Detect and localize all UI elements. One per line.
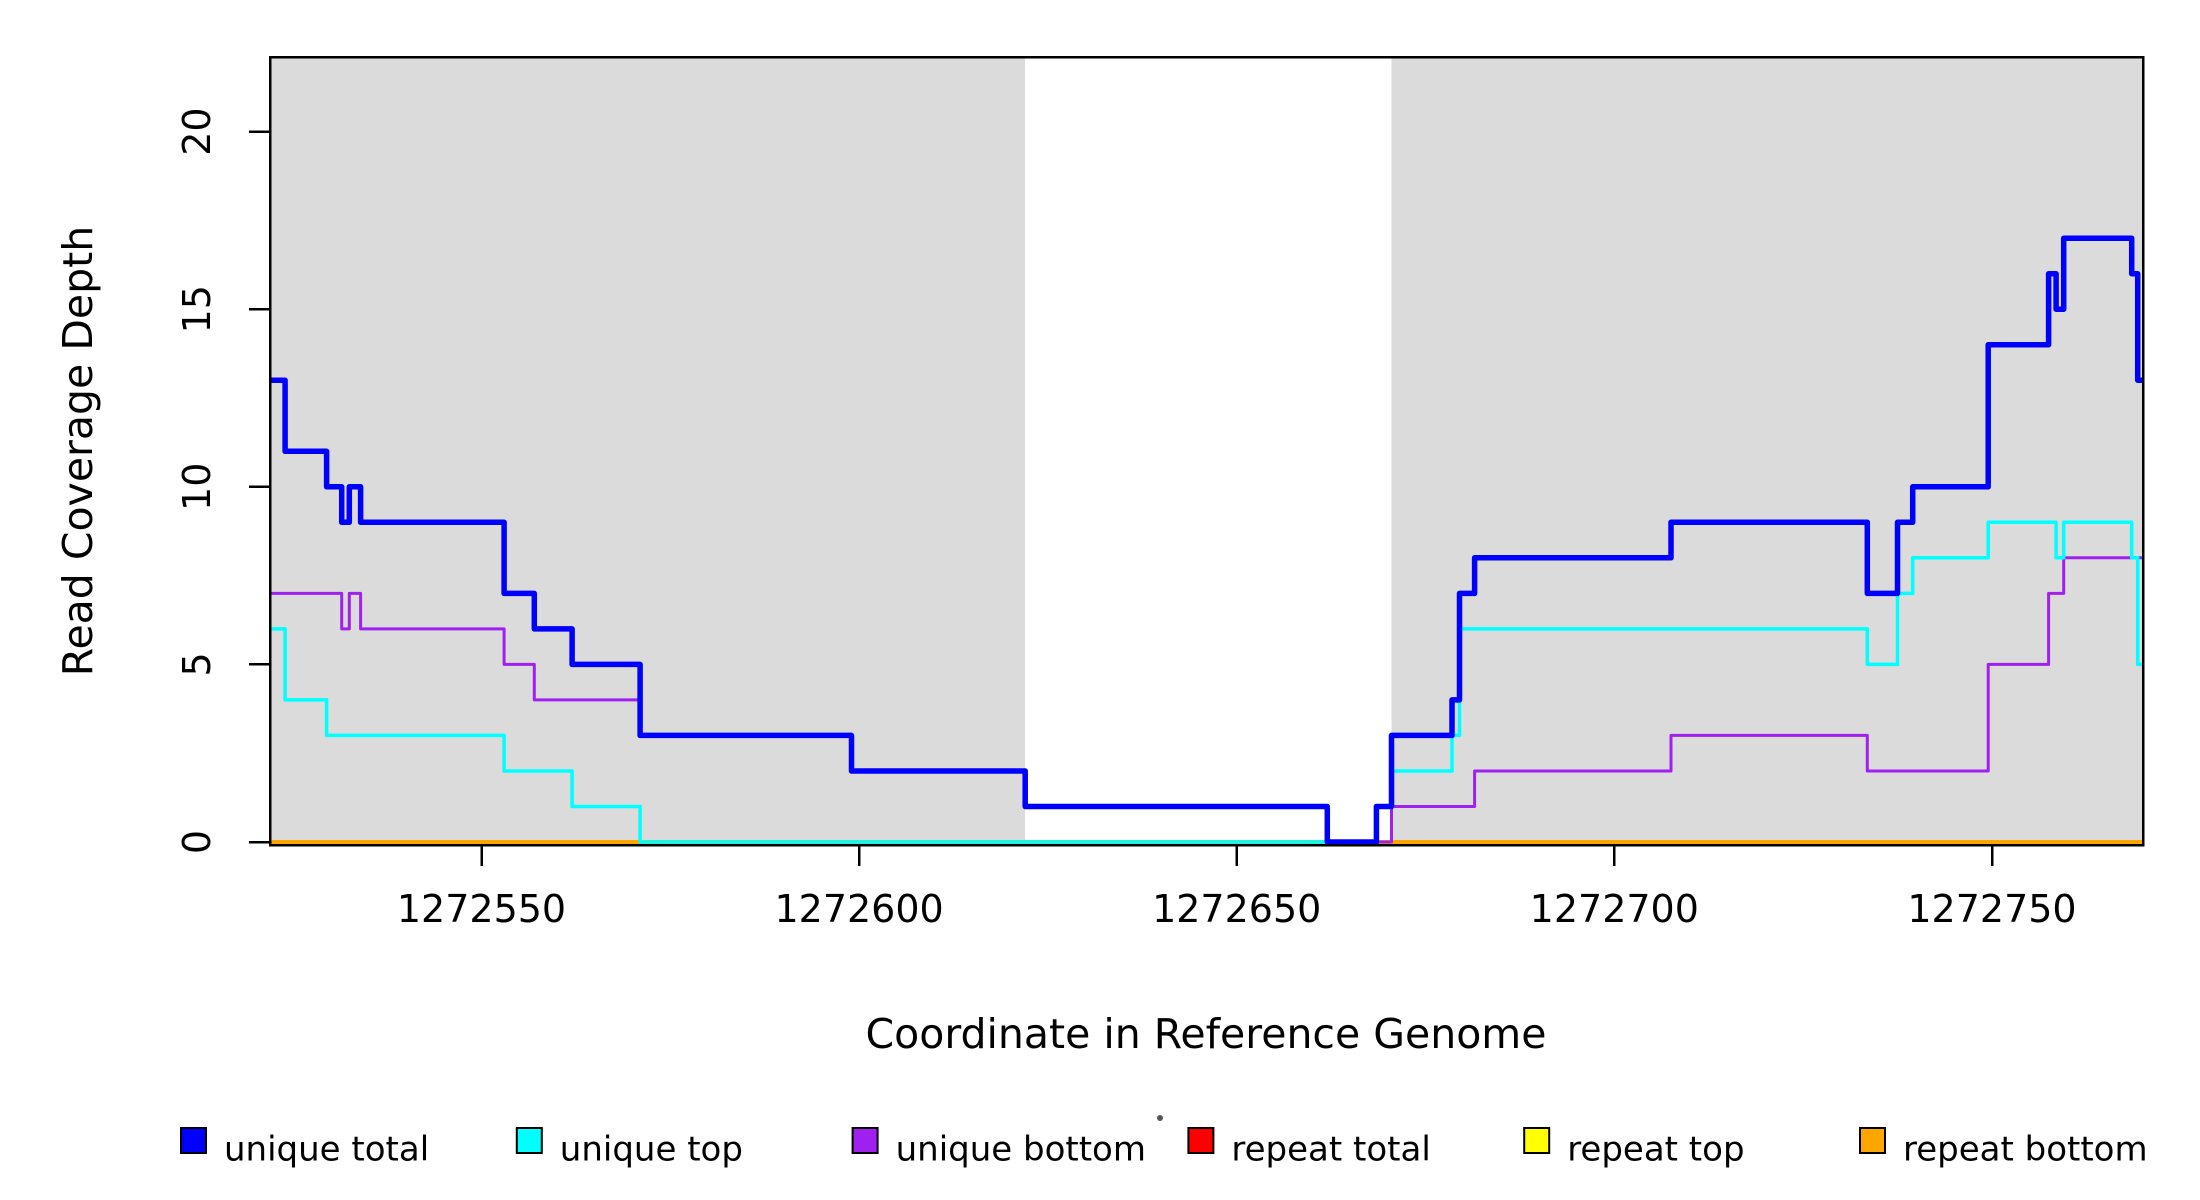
legend-swatch (1859, 1127, 1886, 1154)
legend-item-repeat-bottom: repeat bottom (1859, 1127, 2148, 1170)
x-tick-label: 1272700 (1530, 887, 1699, 931)
y-tick-label: 5 (175, 652, 219, 676)
legend-label: repeat total (1231, 1130, 1430, 1170)
y-tick-label: 15 (175, 285, 219, 333)
legend-item-repeat-top: repeat top (1523, 1127, 1745, 1170)
shaded-region (1391, 57, 2143, 845)
legend-label: unique top (560, 1130, 743, 1170)
legend: unique total unique top unique bottom repea… (180, 1127, 2148, 1170)
x-tick-label: 1272650 (1152, 887, 1321, 931)
shaded-region (270, 57, 1026, 845)
series-unique-total (270, 235, 2143, 845)
legend-item-repeat-total: repeat total (1187, 1127, 1431, 1170)
stray-dot (1157, 1115, 1163, 1121)
legend-swatch (515, 1127, 543, 1154)
legend-swatch (180, 1127, 207, 1154)
legend-label: repeat bottom (1903, 1130, 2148, 1170)
y-axis: 0 5 10 15 20 (175, 107, 270, 854)
x-tick-label: 1272550 (397, 887, 566, 931)
coverage-lines (270, 235, 2143, 845)
plot-frame (268, 55, 2145, 847)
shaded-regions (270, 57, 2143, 845)
legend-item-unique-top: unique top (515, 1127, 743, 1170)
legend-swatch (851, 1127, 879, 1154)
legend-label: unique total (224, 1130, 429, 1170)
y-axis-title: Read Coverage Depth (54, 226, 102, 676)
legend-item-unique-total: unique total (180, 1127, 429, 1170)
legend-swatch (1523, 1127, 1551, 1154)
y-tick-label: 20 (175, 107, 219, 155)
x-axis: 1272550 1272600 1272650 1272700 1272750 (397, 845, 2077, 931)
legend-label: unique bottom (896, 1130, 1146, 1170)
x-tick-label: 1272750 (1907, 887, 2076, 931)
legend-label: repeat top (1567, 1130, 1744, 1170)
x-tick-label: 1272600 (774, 887, 943, 931)
y-tick-label: 0 (175, 830, 219, 854)
legend-swatch (1187, 1127, 1215, 1154)
y-tick-label: 10 (175, 463, 219, 511)
legend-item-unique-bottom: unique bottom (851, 1127, 1146, 1170)
x-axis-title: Coordinate in Reference Genome (866, 1010, 1547, 1058)
